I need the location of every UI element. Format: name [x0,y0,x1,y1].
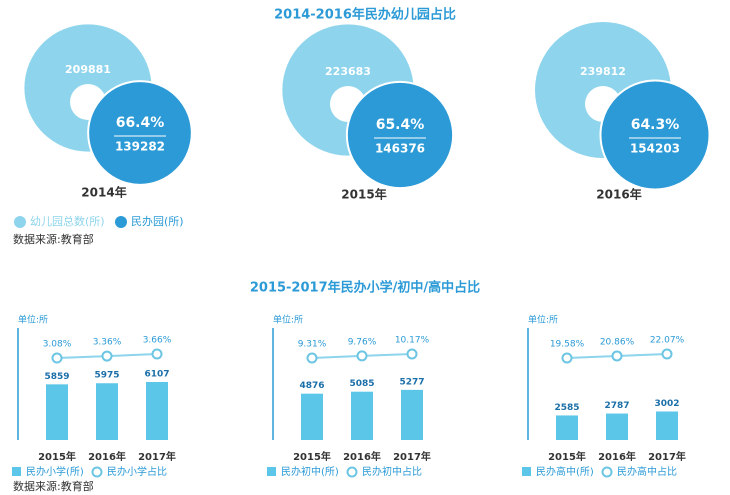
share-label: 3.66% [143,336,172,346]
bar-label: 4876 [299,381,324,391]
share-marker [101,350,113,362]
legend-marker [346,466,358,478]
share-label: 65.4% [376,117,425,133]
x-tick-label: 2015年 [293,450,331,463]
legend-label: 民办初中占比 [362,465,422,478]
share-label: 9.31% [298,340,327,350]
share-label: 9.76% [348,337,377,347]
bar-label: 2787 [604,401,629,411]
share-marker [306,352,318,364]
private-circle [599,79,711,191]
bar-label: 5859 [44,372,69,382]
share-label: 3.36% [93,338,122,348]
bar-label: 5975 [94,371,119,381]
legend-marker [267,467,276,476]
x-tick-label: 2016年 [88,450,126,463]
private-label: 139282 [115,140,165,154]
unit-label: 单位:所 [528,314,558,326]
x-tick-label: 2016年 [343,450,381,463]
year-label: 2015年 [341,187,386,202]
year-label: 2014年 [81,185,126,200]
legend-label: 民办初中(所) [281,465,339,478]
share-marker [51,352,63,364]
share-label: 22.07% [650,336,685,346]
x-tick-label: 2016年 [598,450,636,463]
bar-label: 6107 [144,369,169,379]
share-marker [561,352,573,364]
legend-label: 民办高中(所) [536,465,594,478]
share-marker [356,350,368,362]
bar [606,413,628,440]
bar [351,391,373,440]
share-marker [151,348,163,360]
total-label: 239812 [580,65,626,78]
x-tick-label: 2017年 [138,450,176,463]
legend-label: 民办小学占比 [107,465,167,478]
private-circle [87,80,193,186]
bar [556,415,578,440]
bar [656,411,678,440]
bar [401,389,423,440]
legend-marker [14,216,26,228]
legend-marker [601,466,613,478]
share-label: 64.3% [631,117,680,133]
x-tick-label: 2015年 [548,450,586,463]
bar-label: 5085 [349,379,374,389]
bar [46,384,68,440]
bar-label: 5277 [399,377,424,387]
source: 数据来源:教育部 [13,479,94,493]
legend-marker [115,216,127,228]
source: 数据来源:教育部 [13,232,94,246]
legend-label: 幼儿园总数(所) [30,214,105,228]
legend-marker [91,466,103,478]
share-label: 10.17% [395,336,430,346]
bar-label: 3002 [654,399,679,409]
bar [301,393,323,440]
total-label: 209881 [65,63,111,76]
legend-label: 民办高中占比 [617,465,677,478]
legend-label: 民办小学(所) [26,465,84,478]
share-label: 3.08% [43,340,72,350]
bar [96,383,118,440]
section-title: 2014-2016年民办幼儿园占比 [274,7,456,23]
private-label: 146376 [375,142,425,156]
share-label: 66.4% [116,115,165,131]
bar [146,381,168,440]
bar-label: 2585 [554,403,579,413]
x-tick-label: 2015年 [38,450,76,463]
share-label: 20.86% [600,337,635,347]
private-circle [345,80,455,190]
private-label: 154203 [630,142,680,156]
legend-marker [522,467,531,476]
section-title: 2015-2017年民办小学/初中/高中占比 [250,280,480,296]
x-tick-label: 2017年 [648,450,686,463]
legend-label: 民办园(所) [131,215,184,228]
share-marker [661,348,673,360]
total-label: 223683 [325,65,371,78]
x-tick-label: 2017年 [393,450,431,463]
year-label: 2016年 [596,187,641,202]
legend-marker [12,467,21,476]
share-label: 19.58% [550,340,585,350]
unit-label: 单位:所 [273,314,303,326]
share-marker [406,348,418,360]
share-marker [611,350,623,362]
unit-label: 单位:所 [18,314,48,326]
